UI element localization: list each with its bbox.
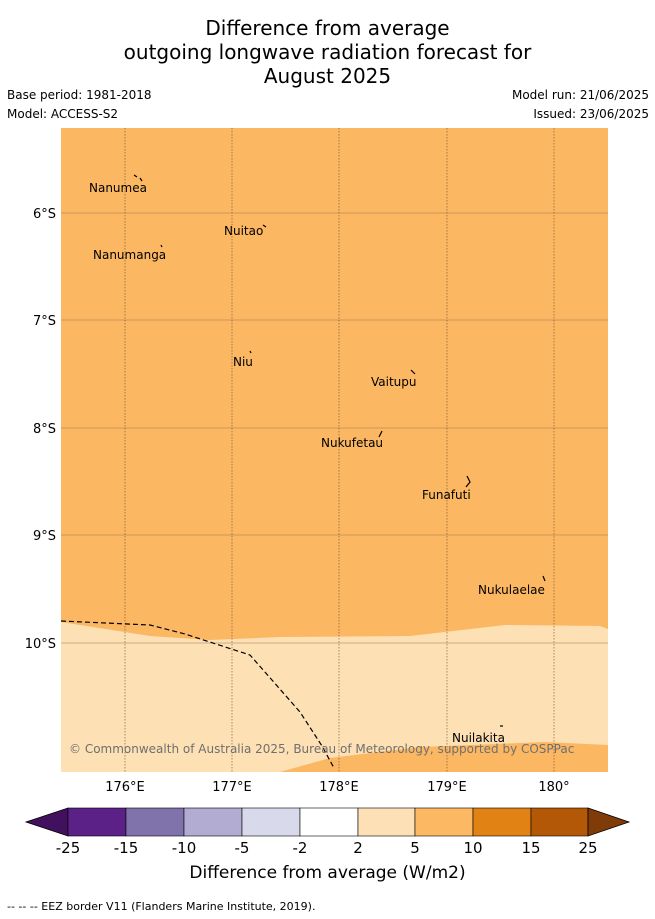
colorbar-tick-8: 15	[521, 839, 540, 857]
colorbar-tick-0: -25	[56, 839, 81, 857]
colorbar-tick-9: 25	[578, 839, 597, 857]
colorbar-tick-5: 2	[353, 839, 363, 857]
colorbar-tick-1: -15	[114, 839, 139, 857]
colorbar-segment-4	[241, 807, 301, 837]
place-label-funafuti: Funafuti	[422, 488, 471, 502]
place-label-nukufetau: Nukufetau	[321, 436, 383, 450]
lon-tick-177e: 177°E	[212, 780, 252, 795]
colorbar-tick-7: 10	[463, 839, 482, 857]
colorbar-tick-6: 5	[410, 839, 420, 857]
place-label-nanumanga: Nanumanga	[93, 248, 166, 262]
lat-tick-8s: 8°S	[33, 422, 56, 437]
place-label-nuilakita: Nuilakita	[452, 731, 505, 745]
colorbar-tick-2: -10	[172, 839, 197, 857]
colorbar-segment-1	[67, 807, 127, 837]
place-label-nukulaelae: Nukulaelae	[478, 583, 545, 597]
colorbar-label: Difference from average (W/m2)	[189, 863, 466, 883]
place-label-nuitao: Nuitao	[224, 224, 263, 238]
map-title: Difference from average outgoing longwav…	[0, 16, 655, 88]
model-run-text: Model run: 21/06/2025	[511, 88, 649, 102]
island-shapes	[133, 174, 546, 727]
copyright-credit: © Commonwealth of Australia 2025, Bureau…	[69, 742, 575, 756]
colorbar-segment-7	[414, 807, 474, 837]
lon-tick-180: 180°	[538, 780, 569, 795]
place-label-vaitupu: Vaitupu	[371, 375, 417, 389]
colorbar-high-arrow	[587, 807, 631, 837]
longitude-gridlines	[124, 128, 555, 772]
place-label-niu: Niu	[233, 355, 253, 369]
colorbar-segment-8	[472, 807, 532, 837]
lon-tick-178e: 178°E	[319, 780, 359, 795]
title-line-2: outgoing longwave radiation forecast for	[123, 40, 532, 64]
base-period-text: Base period: 1981-2018	[7, 88, 152, 102]
region-2-to-5	[61, 622, 608, 772]
map-panel: Nanumea Nuitao Nanumanga Niu Vaitupu Nuk…	[60, 128, 608, 772]
colorbar-low-arrow	[24, 807, 69, 837]
colorbar-segment-6	[357, 807, 416, 837]
latitude-gridlines	[61, 212, 608, 644]
colorbar-segment-5	[299, 807, 359, 837]
lon-tick-179e: 179°E	[427, 780, 467, 795]
colorbar-tick-4: -2	[293, 839, 308, 857]
colorbar	[24, 807, 631, 837]
lat-tick-9s: 9°S	[33, 529, 56, 544]
colorbar-segment-3	[183, 807, 243, 837]
title-line-3: August 2025	[263, 64, 392, 88]
colorbar-segment-2	[125, 807, 185, 837]
colorbar-tick-3: -5	[235, 839, 250, 857]
colorbar-segment-9	[530, 807, 589, 837]
eez-footnote: -- -- -- EEZ border V11 (Flanders Marine…	[7, 900, 316, 913]
eez-border-line	[60, 620, 335, 769]
lat-tick-6s: 6°S	[33, 207, 56, 222]
place-label-nanumea: Nanumea	[89, 181, 147, 195]
issued-text: Issued: 23/06/2025	[533, 107, 649, 121]
lat-tick-7s: 7°S	[33, 314, 56, 329]
lat-tick-10s: 10°S	[25, 637, 56, 652]
lon-tick-176e: 176°E	[105, 780, 145, 795]
model-text: Model: ACCESS-S2	[7, 107, 119, 121]
title-line-1: Difference from average	[205, 16, 450, 40]
